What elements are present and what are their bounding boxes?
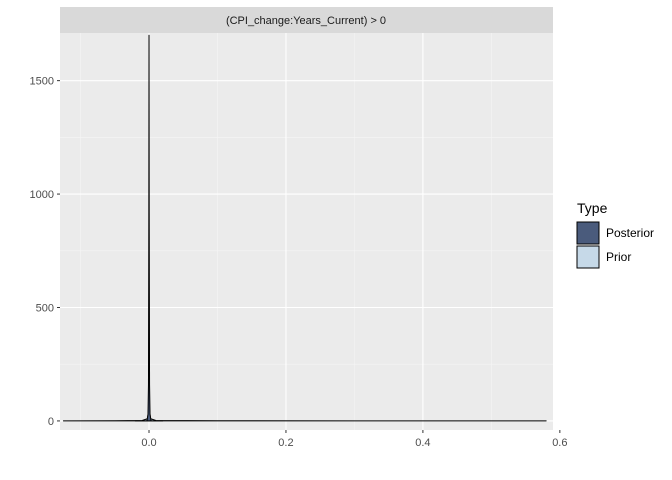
- y-tick-label: 1500: [30, 76, 54, 88]
- density-series: [62, 34, 547, 422]
- legend-key-prior: [576, 245, 600, 269]
- x-tick-label: 0.2: [278, 437, 293, 449]
- legend-key-posterior: [576, 221, 600, 245]
- legend-label-prior: Prior: [606, 250, 631, 264]
- y-tick-label: 1000: [30, 189, 54, 201]
- y-tick-label: 500: [36, 302, 54, 314]
- x-tick-label: 0.0: [141, 437, 156, 449]
- plot-panel: [60, 33, 553, 430]
- y-tick-label: 0: [48, 416, 54, 428]
- minor-gridlines: [60, 33, 553, 430]
- y-axis: 0 500 1000 1500: [30, 76, 60, 428]
- x-tick-label: 0.6: [552, 437, 567, 449]
- legend-title: Type: [577, 200, 608, 216]
- density-posterior: [134, 34, 164, 422]
- x-tick-label: 0.4: [415, 437, 430, 449]
- legend: Type Posterior Prior: [576, 200, 654, 269]
- facet-strip-label: (CPI_change:Years_Current) > 0: [226, 15, 386, 27]
- legend-label-posterior: Posterior: [606, 226, 654, 240]
- facet-strip: [60, 7, 553, 33]
- x-axis: 0.0 0.2 0.4 0.6: [141, 430, 567, 449]
